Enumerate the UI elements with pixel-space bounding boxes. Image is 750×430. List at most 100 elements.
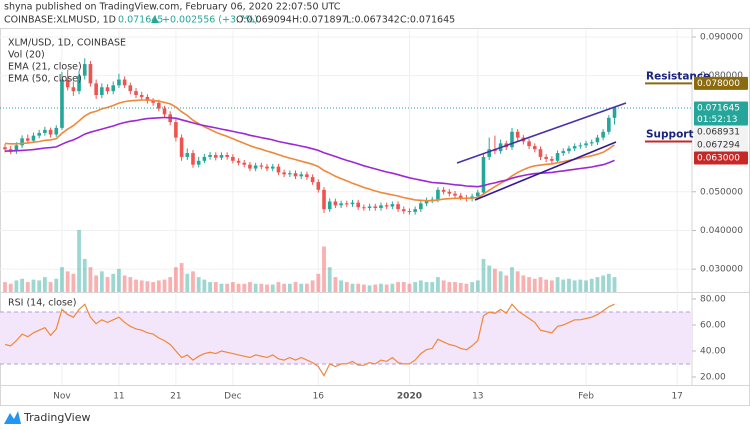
volume-bar xyxy=(498,271,503,292)
x-tick-label: 13 xyxy=(472,392,483,402)
volume-bar xyxy=(213,282,218,292)
candle-body xyxy=(401,209,406,212)
candle-body xyxy=(476,192,480,197)
volume-bar xyxy=(356,283,361,292)
candle-body xyxy=(242,162,247,165)
annotation-label: Support xyxy=(646,128,693,140)
volume-bar xyxy=(475,280,480,292)
volume-bar xyxy=(544,279,549,292)
trendline-upper xyxy=(456,102,627,164)
volume-bar xyxy=(48,282,53,292)
volume-bar xyxy=(99,271,104,292)
volume-bar xyxy=(390,283,395,292)
volume-bar xyxy=(191,271,195,292)
volume-bar xyxy=(350,283,355,292)
brand-logo xyxy=(4,411,21,424)
volume-bar xyxy=(464,283,469,292)
candle-body xyxy=(424,200,429,204)
volume-bar xyxy=(236,283,241,292)
volume-bar xyxy=(470,282,475,292)
candle-body xyxy=(288,173,292,175)
volume-bar xyxy=(521,275,526,292)
candle-body xyxy=(162,108,167,115)
candle-body xyxy=(82,64,87,76)
candle-body xyxy=(259,165,264,167)
candle-body xyxy=(105,87,110,92)
candle-body xyxy=(37,132,41,136)
volume-bar xyxy=(270,284,275,292)
candle-body xyxy=(305,174,309,178)
candle-body xyxy=(578,145,583,147)
candle-body xyxy=(532,146,537,150)
volume-bar xyxy=(379,283,383,292)
volume-bar xyxy=(287,283,292,292)
candle-body xyxy=(601,131,605,138)
volume-bar xyxy=(413,282,418,292)
volume-bar xyxy=(219,283,224,292)
x-tick-label: 11 xyxy=(113,392,124,402)
volume-bar xyxy=(253,283,258,292)
volume-bar xyxy=(322,246,326,292)
volume-bar xyxy=(567,278,571,292)
y-tick-label: 40.00 xyxy=(700,346,726,356)
candle-body xyxy=(270,166,275,169)
countdown-label: 01:52:13 xyxy=(697,115,737,125)
candle-body xyxy=(54,127,59,135)
candle-body xyxy=(236,160,241,163)
candle-body xyxy=(356,202,360,208)
volume-bar xyxy=(555,277,560,292)
candle-body xyxy=(396,204,400,210)
price-label: 0.078000 xyxy=(697,79,740,89)
volume-bar xyxy=(139,280,144,292)
price-label-box xyxy=(694,151,748,165)
price-label: 0.068931 xyxy=(697,128,740,138)
candle-body xyxy=(572,146,577,149)
candle-body xyxy=(225,155,229,157)
volume-bar xyxy=(65,271,70,292)
volume-bar xyxy=(396,282,400,292)
candle-body xyxy=(179,137,184,157)
x-tick-label: 16 xyxy=(313,392,325,402)
candle-body xyxy=(379,205,383,209)
volume-bar xyxy=(54,278,59,292)
volume-bar xyxy=(196,277,201,292)
volume-bar xyxy=(333,277,338,292)
candle-body xyxy=(510,131,514,148)
candle-body xyxy=(14,145,19,152)
candle-body xyxy=(248,164,252,169)
candle-body xyxy=(145,96,150,101)
volume-bar xyxy=(82,258,87,292)
volume-bar xyxy=(208,282,212,292)
candle-body xyxy=(208,155,212,157)
x-tick-label: 2020 xyxy=(397,392,422,402)
candle-body xyxy=(43,129,47,133)
price-label-box xyxy=(694,76,748,90)
candle-body xyxy=(555,153,560,161)
candle-body xyxy=(88,64,93,84)
candle-body xyxy=(419,203,423,210)
volume-bar xyxy=(504,275,509,292)
candle-body xyxy=(299,174,304,177)
volume-bar xyxy=(265,284,269,292)
y-tick-label: 60.00 xyxy=(700,320,726,330)
volume-bar xyxy=(361,284,366,292)
x-tick-label: Dec xyxy=(224,392,241,402)
candle-body xyxy=(407,211,412,213)
volume-bar xyxy=(549,280,554,292)
candle-body xyxy=(265,166,269,169)
candle-body xyxy=(94,83,98,96)
candle-body xyxy=(550,158,554,161)
volume-bar xyxy=(612,277,617,292)
ohlc-close: C:0.071645 xyxy=(400,15,455,26)
candle-body xyxy=(327,201,332,210)
legend-ema50: EMA (50, close) xyxy=(8,74,82,85)
price-label-box xyxy=(694,125,748,139)
candle-body xyxy=(384,205,389,207)
brand-name: TradingView xyxy=(23,411,90,424)
volume-bar xyxy=(578,279,583,292)
candle-body xyxy=(276,166,281,173)
x-tick-label: 21 xyxy=(170,392,181,402)
x-tick-label: Nov xyxy=(53,392,71,402)
